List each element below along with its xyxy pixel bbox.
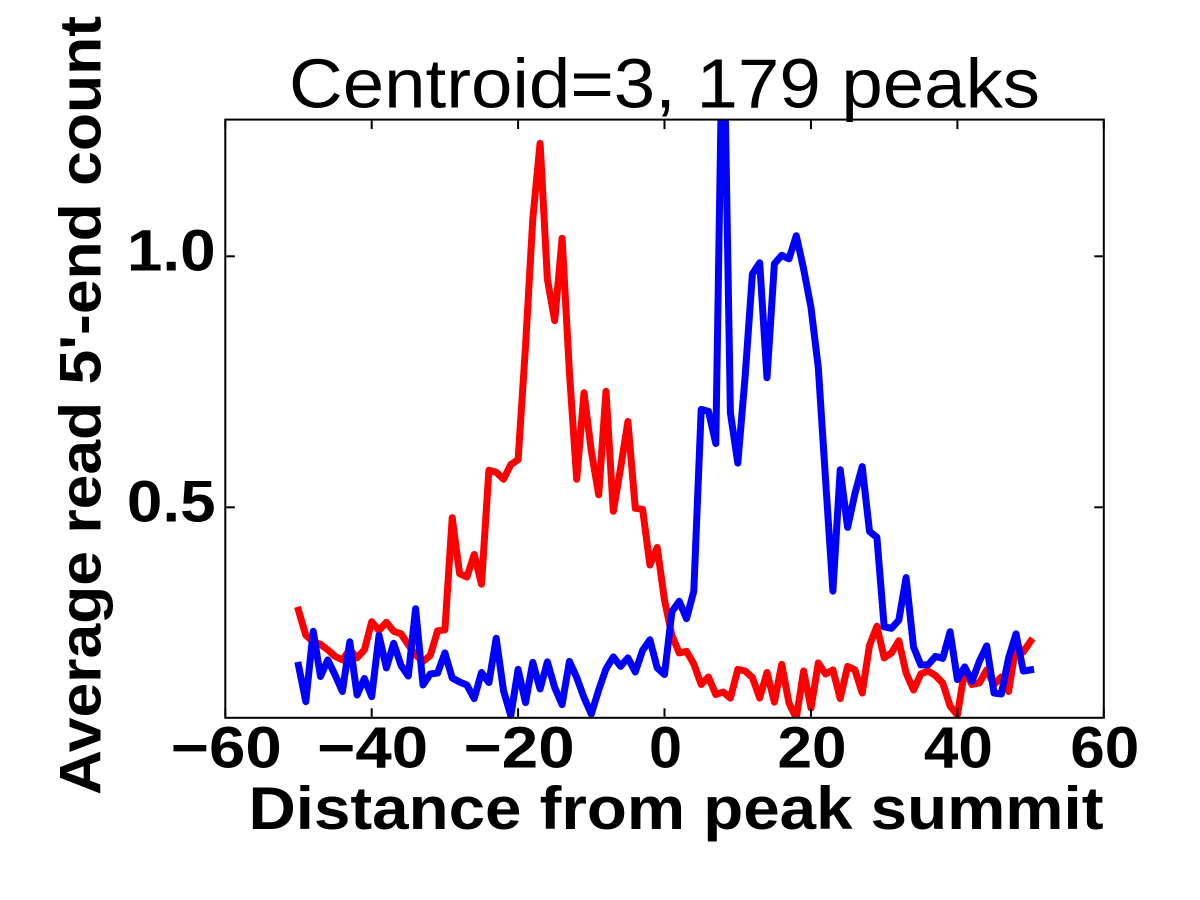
svg-text:−20: −20 [464, 716, 575, 781]
svg-text:60: 60 [1070, 716, 1139, 781]
svg-text:−40: −40 [317, 716, 428, 781]
svg-text:40: 40 [924, 716, 993, 781]
svg-text:Average read 5'-end count: Average read 5'-end count [49, 16, 114, 795]
svg-text:1.0: 1.0 [127, 219, 216, 284]
svg-text:Centroid=3, 179 peaks: Centroid=3, 179 peaks [289, 45, 1040, 123]
svg-text:−60: −60 [171, 716, 282, 781]
svg-text:0.5: 0.5 [127, 470, 216, 535]
svg-text:20: 20 [778, 716, 847, 781]
svg-text:Distance from peak summit: Distance from peak summit [249, 775, 1104, 842]
svg-text:0: 0 [649, 716, 682, 781]
